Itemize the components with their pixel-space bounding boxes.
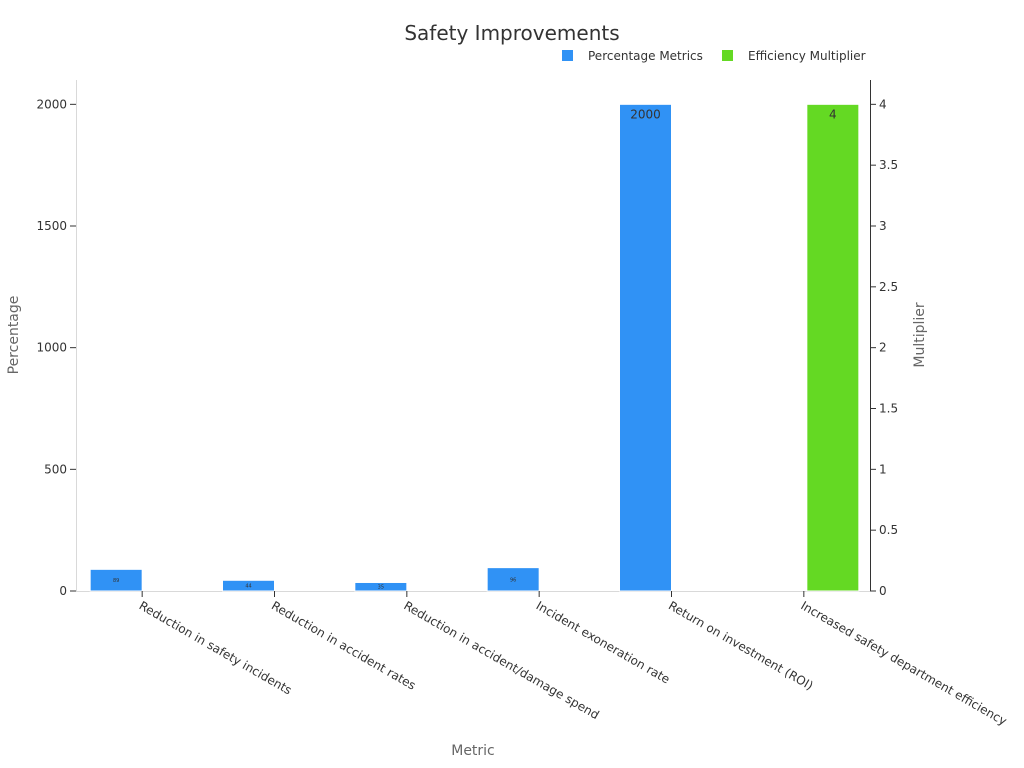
- bar-labels: 89 44 35 96 2000 4: [113, 107, 837, 590]
- bars: [89, 103, 860, 592]
- bar-value-label: 4: [829, 107, 837, 121]
- category-label: Return on investment (ROI): [666, 598, 816, 692]
- chart-title: Safety Improvements: [404, 21, 619, 45]
- left-tick-label: 1000: [36, 341, 67, 355]
- bar-value-label: 2000: [630, 107, 661, 121]
- category-label: Reduction in accident rates: [269, 598, 418, 692]
- y2-axis-title: Multiplier: [912, 302, 928, 368]
- right-tick-label: 3: [879, 219, 887, 233]
- category-label: Incident exoneration rate: [534, 598, 673, 686]
- right-axis-ticks: 0 0.5 1 1.5 2 2.5 3 3.5 4: [870, 97, 898, 598]
- category-label: Increased safety department efficiency: [798, 598, 1009, 728]
- bar-percentage: [89, 568, 143, 592]
- x-axis-title: Metric: [451, 743, 495, 759]
- legend: Percentage Metrics Efficiency Multiplier: [562, 49, 866, 63]
- bar-value-label: 89: [113, 578, 119, 584]
- left-axis-ticks: 0 500 1000 1500 2000: [36, 97, 76, 598]
- bar-multiplier: [806, 103, 860, 592]
- right-tick-label: 4: [879, 97, 887, 111]
- right-tick-label: 1: [879, 462, 887, 476]
- left-tick-label: 0: [59, 584, 67, 598]
- legend-swatch: [722, 50, 733, 61]
- right-tick-label: 0.5: [879, 523, 898, 537]
- right-tick-label: 2: [879, 341, 887, 355]
- bar-value-label: 44: [245, 584, 251, 590]
- bar-percentage: [354, 581, 408, 592]
- right-tick-label: 1.5: [879, 402, 898, 416]
- right-tick-label: 3.5: [879, 158, 898, 172]
- right-tick-label: 2.5: [879, 280, 898, 294]
- bar-percentage: [486, 567, 540, 592]
- y-axis-title: Percentage: [6, 296, 22, 375]
- category-label: Reduction in safety incidents: [137, 598, 295, 697]
- legend-label: Percentage Metrics: [588, 49, 703, 63]
- bar-value-label: 35: [378, 585, 384, 591]
- left-tick-label: 2000: [36, 97, 67, 111]
- left-tick-label: 1500: [36, 219, 67, 233]
- bar-percentage: [222, 579, 275, 592]
- bar-value-label: 96: [510, 577, 516, 583]
- legend-swatch: [562, 50, 573, 61]
- legend-label: Efficiency Multiplier: [748, 49, 866, 63]
- right-tick-label: 0: [879, 584, 887, 598]
- bar-percentage: [619, 103, 672, 592]
- left-tick-label: 500: [44, 462, 67, 476]
